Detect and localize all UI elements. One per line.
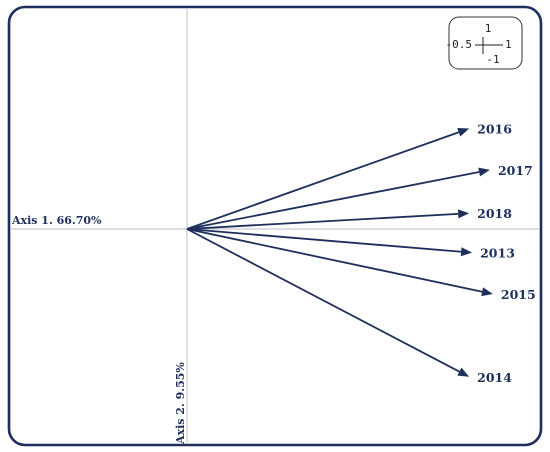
vector-2013: 2013 bbox=[186, 228, 515, 261]
vector-2016: 2016 bbox=[186, 122, 512, 230]
vector-line-2015 bbox=[186, 228, 483, 293]
vector-line-2017 bbox=[186, 171, 480, 230]
vector-label-2014: 2014 bbox=[477, 370, 512, 385]
scale-legend: 1 -0.5 1 -1 bbox=[446, 16, 523, 70]
vector-2017: 2017 bbox=[186, 163, 533, 230]
vectors-layer: 2016 2017 2018 2013 2015 2014 bbox=[186, 122, 536, 385]
axis-y-label: Axis 2. 9.55% bbox=[174, 362, 187, 445]
vector-arrowhead-2013 bbox=[460, 247, 473, 257]
scale-legend-box bbox=[448, 16, 523, 70]
vector-arrowhead-2015 bbox=[481, 287, 493, 297]
vector-2015: 2015 bbox=[186, 228, 536, 302]
vector-label-2016: 2016 bbox=[477, 122, 512, 137]
vector-2018: 2018 bbox=[186, 206, 512, 230]
vector-2014: 2014 bbox=[186, 228, 512, 385]
vector-arrowhead-2014 bbox=[457, 367, 470, 377]
vector-arrowhead-2017 bbox=[478, 167, 490, 177]
scale-right-label: 1 bbox=[505, 38, 512, 51]
vector-line-2013 bbox=[186, 228, 462, 253]
scale-bottom-label: -1 bbox=[486, 53, 499, 66]
vector-line-2018 bbox=[186, 212, 459, 230]
vector-arrowhead-2016 bbox=[457, 127, 470, 137]
vector-line-2014 bbox=[186, 228, 460, 373]
vector-label-2018: 2018 bbox=[477, 206, 512, 221]
vector-label-2013: 2013 bbox=[480, 246, 515, 261]
vector-arrowhead-2018 bbox=[457, 209, 470, 219]
plot-frame bbox=[7, 5, 543, 447]
vector-label-2017: 2017 bbox=[498, 163, 533, 178]
vector-label-2015: 2015 bbox=[501, 287, 536, 302]
scale-left-label: -0.5 bbox=[446, 38, 473, 51]
scale-top-label: 1 bbox=[485, 22, 492, 35]
axis-x-label: Axis 1. 66.70% bbox=[11, 214, 102, 227]
vector-line-2016 bbox=[186, 131, 460, 230]
